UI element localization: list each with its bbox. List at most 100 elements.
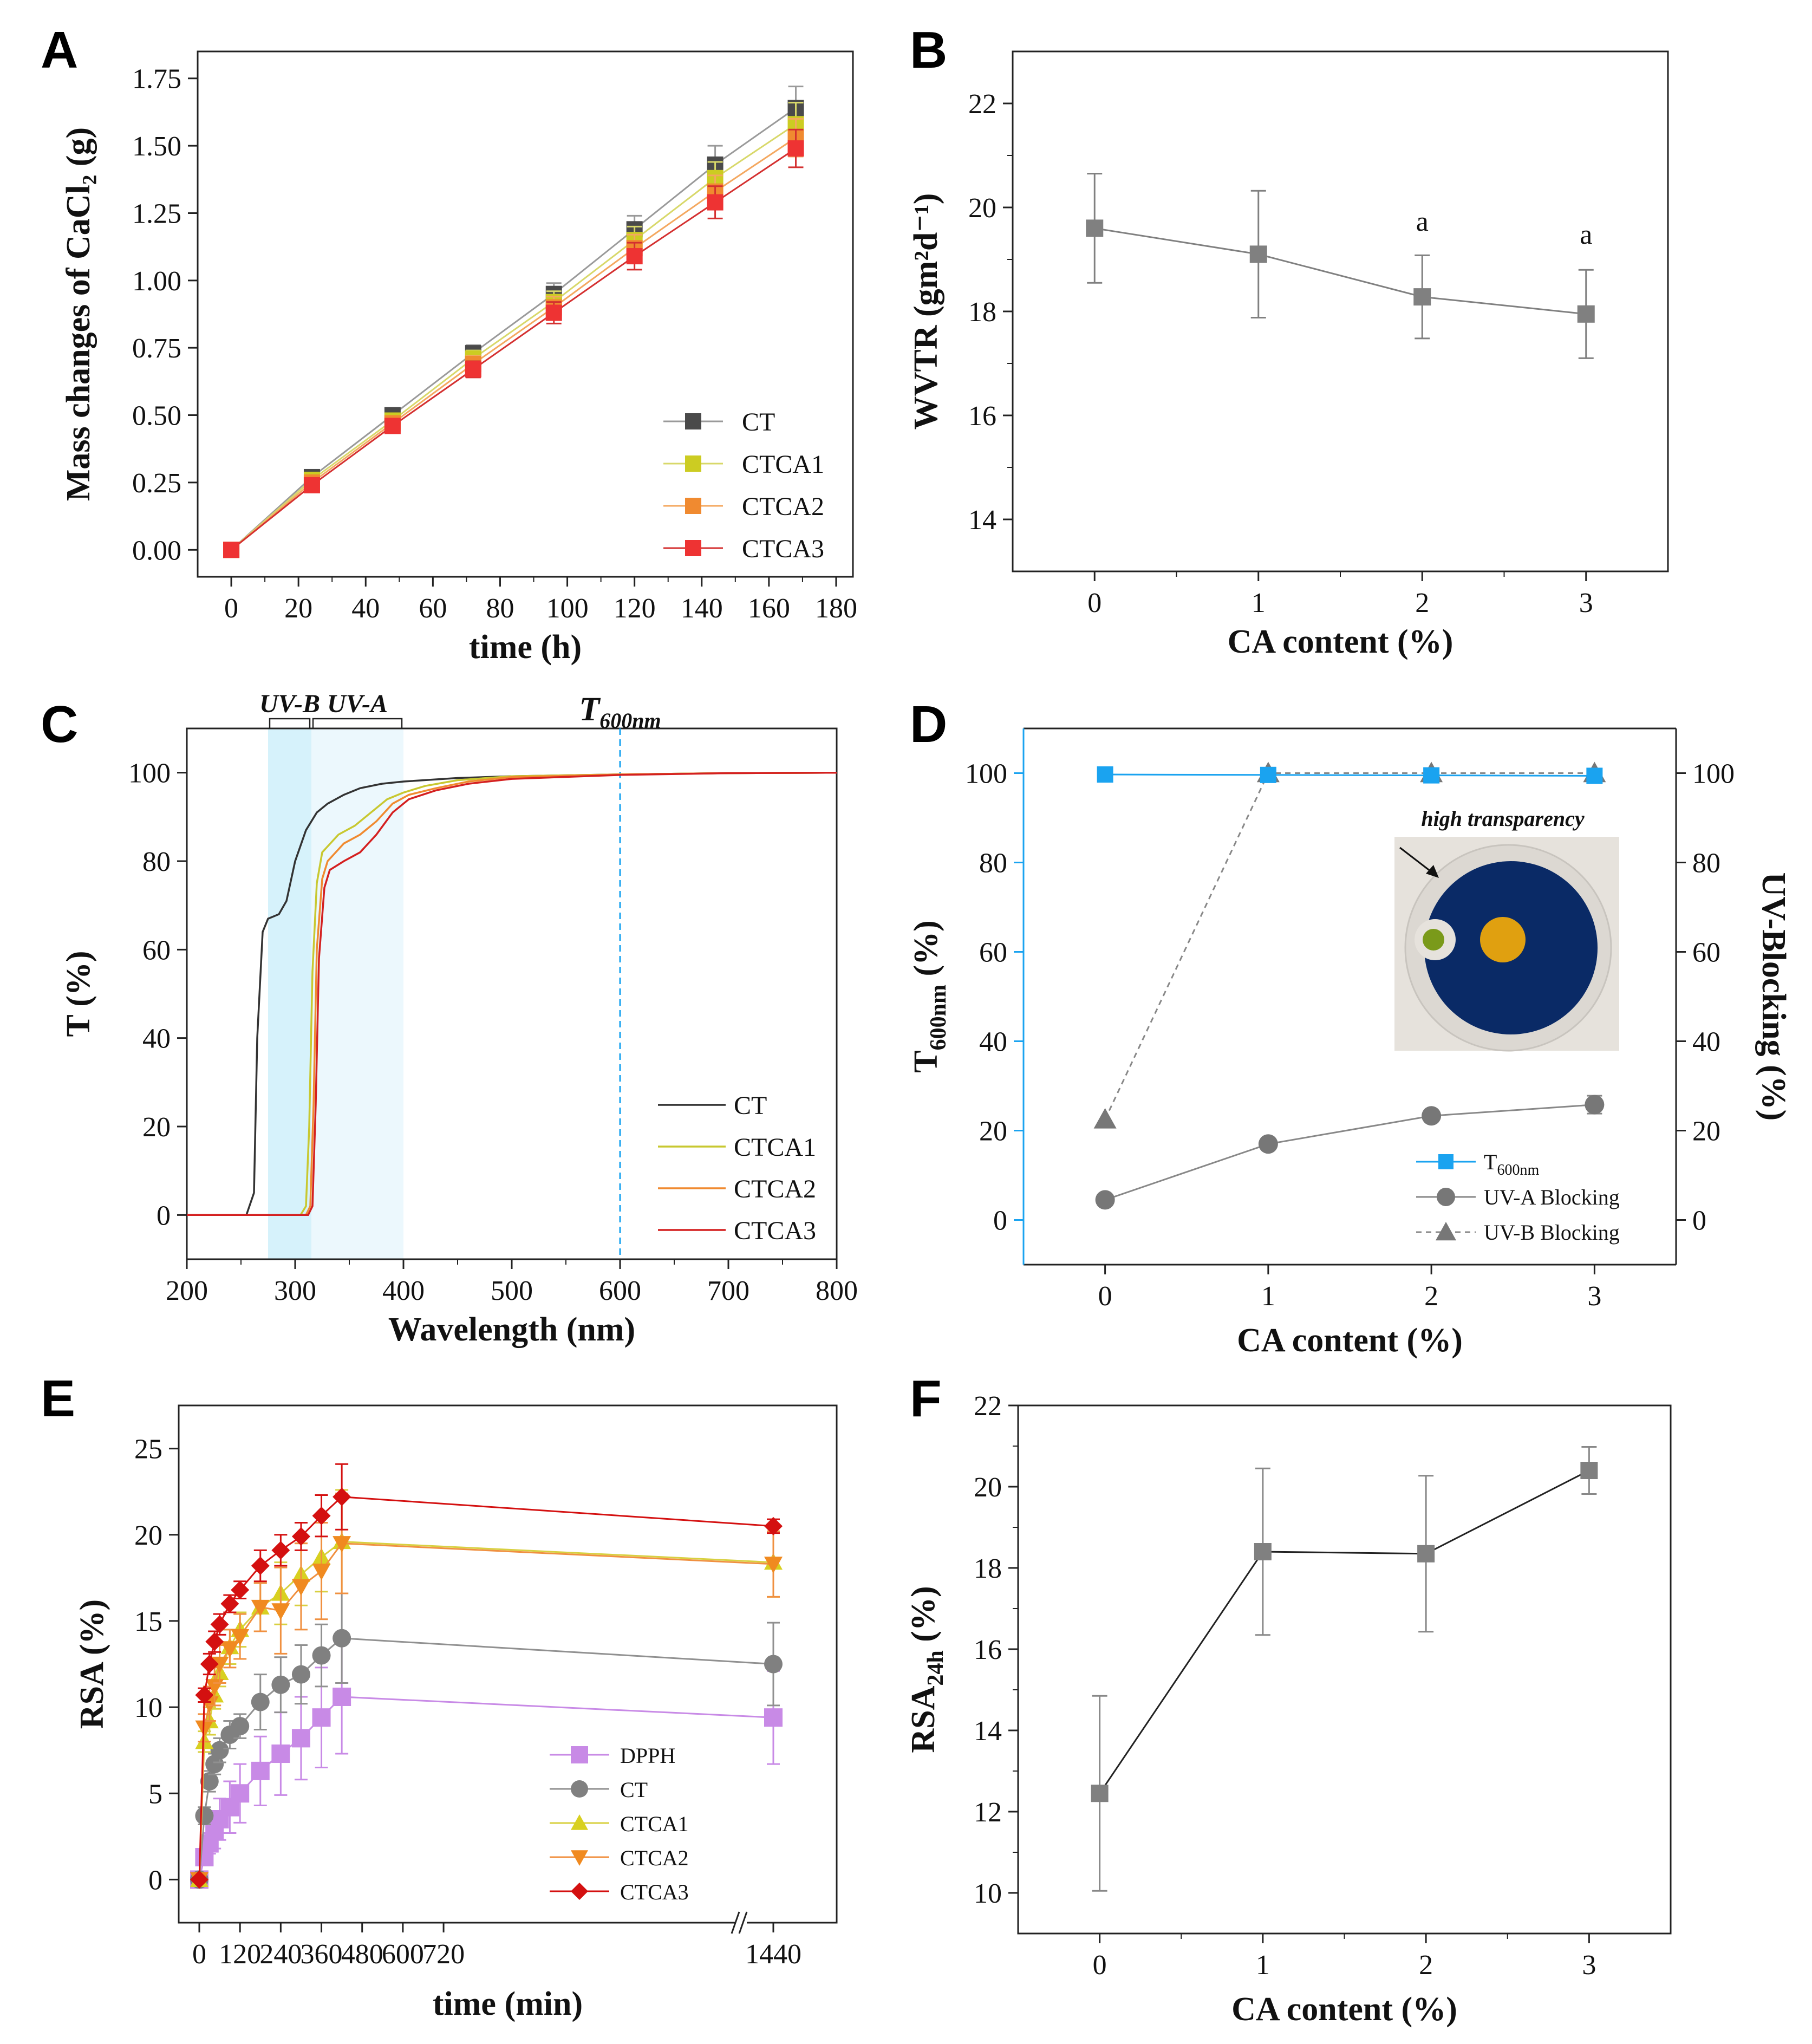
panel-e-point-ctca3 <box>205 1632 224 1651</box>
panel-a-ylabel: Mass changes of CaCl₂ (g) <box>60 127 97 501</box>
panel-c-band-label: UV-B <box>259 689 320 718</box>
panel-d-point-t600 <box>1423 767 1440 784</box>
panel-b-ytick-label: 18 <box>968 297 996 328</box>
panel-letter-b: B <box>910 21 947 79</box>
panel-f-ylabel-sub: 24h <box>923 1650 948 1685</box>
panel-b-xlabel: CA content (%) <box>1228 623 1453 660</box>
panel-d-point-uva <box>1422 1106 1442 1126</box>
panel-e-point-ctca2 <box>251 1599 270 1617</box>
panel-a-xtick-label: 40 <box>351 593 380 624</box>
panel-e-point-dpph <box>231 1784 250 1803</box>
panel-d-ytick-label: 0 <box>1692 1206 1706 1236</box>
panel-c-ytick-label: 0 <box>157 1200 171 1231</box>
panel-b-frame <box>1012 50 1669 572</box>
panel-d-legend-label: UV-B Blocking <box>1484 1220 1620 1245</box>
panel-e-point-ctca2 <box>195 1720 214 1737</box>
panel-d-ylabel-right: UV-Blocking (%) <box>1755 873 1792 1121</box>
panel-e-point-ctca3 <box>251 1557 270 1576</box>
panel-a-point-ctca3 <box>223 542 240 558</box>
panel-d-line-uvb <box>1104 772 1595 1120</box>
panel-a-point-ctca3 <box>787 140 804 157</box>
panel-e-legend-marker <box>571 1850 588 1866</box>
panel-e-xtick-label: 1440 <box>745 1939 801 1970</box>
panel-e-ytick-label: 20 <box>134 1520 162 1551</box>
panel-e-point-ctca3 <box>195 1685 214 1704</box>
panel-f-point <box>1254 1543 1272 1560</box>
panel-f-xtick-label: 0 <box>1093 1950 1107 1981</box>
panel-e-point-ct <box>333 1629 351 1648</box>
chart-panel-d: 0 1 2 3 0 20 40 60 80 100 0 20 40 60 80 100 CA content (… <box>908 727 1792 1359</box>
panel-a-line-ct <box>231 107 797 551</box>
panel-d-legend-marker <box>1437 1188 1455 1206</box>
panel-c-xtick-label: 800 <box>816 1275 858 1306</box>
panel-e-legend-label: CT <box>620 1778 648 1802</box>
panel-b-point <box>1413 288 1431 306</box>
panel-d-inset-arrowhead <box>1426 865 1439 878</box>
panel-letter-c: C <box>41 695 78 753</box>
panel-a-xtick-label: 140 <box>681 593 723 624</box>
panel-b-ytick-label: 14 <box>968 505 996 536</box>
panel-e-point-ctca2 <box>271 1603 290 1620</box>
panel-e-xtick-label: 120 <box>219 1939 261 1970</box>
panel-b-annotation: a <box>1580 219 1592 250</box>
panel-d-xtick-label: 0 <box>1098 1281 1112 1312</box>
panel-d-ytick-label: 100 <box>1692 759 1735 790</box>
panel-e-legend-label: CTCA3 <box>620 1880 689 1904</box>
chart-panel-c: UV-B UV-A T600nm 200 300 400 500 600 700 800 0 20 40… <box>60 689 858 1348</box>
panel-e-xtick-label: 600 <box>382 1939 424 1970</box>
panel-c-xtick-label: 400 <box>382 1275 425 1306</box>
panel-b-point <box>1086 219 1104 237</box>
panel-c-xtick-label: 300 <box>274 1275 316 1306</box>
panel-f-ytick-label: 14 <box>974 1716 1002 1747</box>
panel-e-legend-marker <box>571 1814 588 1830</box>
panel-e-frame <box>178 1404 838 1924</box>
panel-d-xtick-label: 3 <box>1587 1281 1601 1312</box>
panel-c-ytick-label: 60 <box>142 935 171 966</box>
panel-d-ytick-label: 80 <box>1692 848 1720 879</box>
panel-c-ytick-label: 40 <box>142 1024 171 1054</box>
panel-a-ytick-label: 0.00 <box>132 535 181 566</box>
panel-a-ytick-label: 0.25 <box>132 468 181 499</box>
panel-e-point-ctca2 <box>291 1579 310 1596</box>
panel-a-legend-label: CTCA3 <box>742 535 824 563</box>
panel-e-point-ctca3 <box>764 1516 783 1535</box>
panel-e-ytick-label: 10 <box>134 1693 162 1723</box>
chart-panel-a: 0 20 40 60 80 100 120 140 160 180 0.00 0.25 0.50 0.75… <box>60 50 857 666</box>
panel-f-ytick-label: 20 <box>974 1472 1002 1503</box>
panel-c-band-uvb <box>268 728 311 1259</box>
panel-f-line <box>1099 1469 1590 1794</box>
panel-a-ytick-label: 1.50 <box>132 131 181 162</box>
panel-a-legend-label: CT <box>742 408 775 437</box>
panel-e-xtick-label: 0 <box>192 1939 206 1970</box>
panel-e-axis-break <box>731 1911 740 1934</box>
panel-b-xtick-label: 2 <box>1415 588 1429 619</box>
panel-e-point-ct <box>271 1675 290 1694</box>
panel-a-ytick-label: 1.00 <box>132 266 181 297</box>
panel-b-ytick-label: 16 <box>968 401 996 432</box>
panel-b-xtick-label: 3 <box>1579 588 1593 619</box>
panel-d-ytick-label: 20 <box>1692 1116 1720 1147</box>
panel-f-point <box>1580 1462 1598 1479</box>
panel-a-legend-marker <box>685 498 701 514</box>
panel-d-inset-label: high transparency <box>1421 806 1584 831</box>
panel-e-point-ct <box>210 1741 229 1760</box>
panel-b-ylabel: WVTR (gm²d⁻¹) <box>908 193 944 430</box>
panel-d-line-uva <box>1105 1104 1595 1201</box>
panel-a-xtick-label: 20 <box>284 593 312 624</box>
panel-a-xtick-label: 180 <box>815 593 857 624</box>
panel-e-point-ctca3 <box>271 1541 290 1560</box>
panel-c-xtick-label: 700 <box>707 1275 749 1306</box>
panel-e-point-ctca2 <box>312 1564 331 1580</box>
panel-e-xlabel: time (min) <box>433 1986 583 2022</box>
panel-d-ylabel-left-sub: 600nm <box>926 985 951 1050</box>
panel-f-xtick-label: 1 <box>1256 1950 1270 1981</box>
panel-e-legend-marker <box>571 1883 588 1900</box>
panel-e-point-dpph <box>271 1744 290 1763</box>
panel-e-point-ctca3 <box>231 1580 250 1599</box>
panel-d-ytick-label: 100 <box>965 759 1007 790</box>
panel-f-point <box>1417 1545 1435 1563</box>
panel-d-legend-label: UV-A Blocking <box>1484 1185 1620 1209</box>
panel-b-annotation: a <box>1416 206 1429 237</box>
panel-d-point-uva <box>1095 1190 1115 1210</box>
panel-c-xtick-label: 200 <box>166 1275 208 1306</box>
